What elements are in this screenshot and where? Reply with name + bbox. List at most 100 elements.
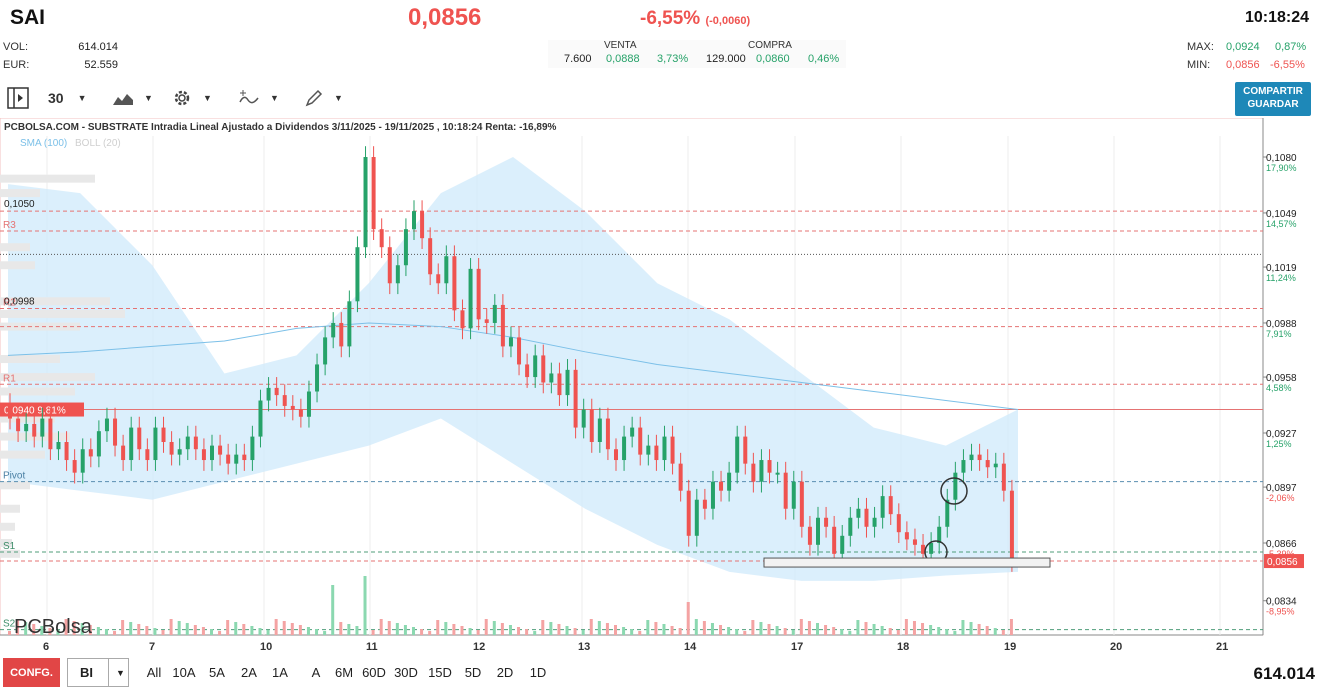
range-button-10a[interactable]: 10A bbox=[172, 665, 196, 680]
volume-bar bbox=[153, 628, 157, 635]
interval-select[interactable]: 30 ▼ bbox=[48, 84, 87, 112]
range-button-1d[interactable]: 1D bbox=[529, 665, 547, 680]
candle-body bbox=[468, 268, 473, 329]
candle-body bbox=[807, 526, 812, 545]
y-tick-percent: 1,25% bbox=[1266, 439, 1292, 449]
draw-tools-button[interactable]: ▼ bbox=[304, 84, 343, 112]
settings-button[interactable]: ▼ bbox=[171, 84, 212, 112]
candle-body bbox=[226, 454, 231, 464]
price-chart[interactable]: PCBOLSA.COM - SUBSTRATE Intradia Lineal … bbox=[0, 117, 1327, 654]
volume-bar bbox=[856, 620, 860, 635]
volume-bar bbox=[72, 621, 76, 635]
y-tick-percent: -2,06% bbox=[1266, 493, 1295, 503]
candle-body bbox=[137, 427, 142, 450]
y-tick-percent: -5,39% bbox=[1266, 549, 1295, 559]
candle-body bbox=[702, 499, 707, 509]
candle-body bbox=[24, 423, 29, 432]
x-tick-label: 14 bbox=[684, 641, 697, 653]
change-percent: -6,55% bbox=[640, 8, 701, 29]
volume-bar bbox=[315, 629, 319, 635]
candle-body bbox=[662, 436, 667, 461]
volume-bar bbox=[282, 621, 286, 635]
volume-bar bbox=[929, 625, 933, 635]
volume-bar bbox=[816, 623, 819, 635]
range-button-a[interactable]: A bbox=[311, 665, 321, 680]
candle-body bbox=[113, 418, 118, 446]
level-name: S1 bbox=[3, 541, 16, 552]
volume-bar bbox=[517, 627, 521, 635]
candle-body bbox=[363, 157, 368, 248]
volume-bar bbox=[274, 619, 278, 635]
candle-body bbox=[387, 247, 392, 284]
y-tick-percent: 17,90% bbox=[1266, 163, 1297, 173]
range-button-15d[interactable]: 15D bbox=[428, 665, 452, 680]
candle-body bbox=[904, 532, 909, 540]
volume-bar bbox=[444, 622, 448, 635]
range-button-all[interactable]: All bbox=[146, 665, 162, 680]
volume-bar bbox=[323, 631, 327, 635]
volume-bar bbox=[32, 624, 36, 635]
config-button[interactable]: CONFG. bbox=[3, 658, 60, 687]
volume-bar bbox=[541, 620, 545, 635]
volume-bar bbox=[96, 627, 100, 635]
quote-time: 10:18:24 bbox=[1244, 9, 1309, 26]
volume-bar bbox=[646, 620, 650, 635]
candle-body bbox=[48, 418, 53, 450]
save-label: GUARDAR bbox=[1247, 99, 1299, 110]
candle-body bbox=[654, 445, 659, 461]
level-name: S2 bbox=[3, 619, 16, 630]
candle-body bbox=[371, 157, 376, 230]
candle-body bbox=[484, 319, 489, 323]
volume-bar bbox=[912, 621, 916, 635]
volume-profile-bar bbox=[0, 387, 75, 396]
volume-bar bbox=[888, 628, 892, 635]
chart-title: PCBOLSA.COM - SUBSTRATE Intradia Lineal … bbox=[4, 122, 557, 133]
buy-price: 0,0860 bbox=[756, 53, 790, 65]
volume-bar bbox=[476, 630, 480, 635]
range-button-1a[interactable]: 1A bbox=[272, 665, 288, 680]
play-panel-button[interactable] bbox=[6, 84, 32, 112]
candle-body bbox=[96, 431, 101, 457]
chart-type-button[interactable]: ▼ bbox=[112, 84, 153, 112]
x-tick-label: 21 bbox=[1216, 641, 1228, 653]
candle-body bbox=[880, 496, 885, 518]
chevron-down-icon: ▼ bbox=[270, 93, 279, 103]
range-button-2d[interactable]: 2D bbox=[496, 665, 514, 680]
volume-bar bbox=[436, 620, 440, 635]
range-button-6m[interactable]: 6M bbox=[334, 665, 354, 680]
volume-bar bbox=[80, 623, 84, 635]
volume-bar bbox=[525, 629, 529, 635]
volume-bar bbox=[145, 626, 149, 635]
candle-body bbox=[88, 449, 93, 457]
candle-body bbox=[379, 229, 384, 248]
volume-bar bbox=[379, 619, 383, 635]
volume-bar bbox=[56, 630, 60, 635]
volume-bar bbox=[799, 619, 803, 635]
volume-bar bbox=[638, 631, 642, 635]
range-button-30d[interactable]: 30D bbox=[394, 665, 418, 680]
x-tick-label: 18 bbox=[897, 641, 909, 653]
candle-body bbox=[40, 418, 45, 437]
candle-body bbox=[395, 265, 400, 284]
volume-bar bbox=[395, 623, 399, 635]
candle-body bbox=[1009, 490, 1014, 562]
chart-mode-select[interactable]: BI ▼ bbox=[67, 658, 129, 687]
volume-bar bbox=[719, 625, 723, 635]
candle-body bbox=[953, 472, 958, 500]
candle-body bbox=[306, 391, 311, 417]
range-button-5d[interactable]: 5D bbox=[464, 665, 482, 680]
volume-bar bbox=[904, 619, 908, 635]
candle-body bbox=[80, 449, 85, 473]
min-value: 0,0856 bbox=[1226, 59, 1260, 71]
candle-body bbox=[274, 387, 279, 396]
range-button-5a[interactable]: 5A bbox=[209, 665, 225, 680]
sell-qty: 7.600 bbox=[564, 53, 592, 65]
sell-header: VENTA bbox=[604, 40, 637, 51]
volume-profile-bar bbox=[0, 522, 15, 531]
indicators-button[interactable]: ▼ bbox=[238, 84, 279, 112]
range-button-2a[interactable]: 2A bbox=[241, 665, 257, 680]
buy-qty: 129.000 bbox=[706, 53, 746, 65]
range-button-60d[interactable]: 60D bbox=[362, 665, 386, 680]
share-save-button[interactable]: COMPARTIR GUARDAR bbox=[1235, 82, 1311, 116]
candle-body bbox=[985, 460, 990, 468]
